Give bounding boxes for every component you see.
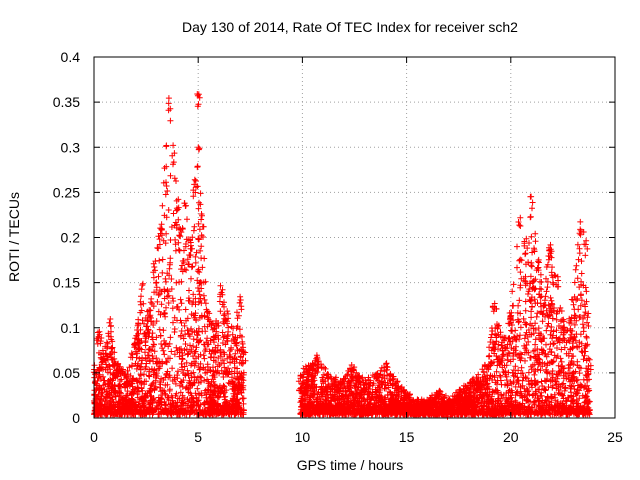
y-tick-label: 0.4 — [61, 49, 81, 65]
points-layer — [90, 91, 594, 420]
chart-title: Day 130 of 2014, Rate Of TEC Index for r… — [182, 19, 518, 35]
y-tick-label: 0.05 — [53, 365, 80, 381]
ticks-layer — [93, 56, 616, 419]
x-tick-label: 10 — [295, 429, 311, 445]
y-tick-label: 0.1 — [61, 320, 81, 336]
x-tick-label: 15 — [399, 429, 415, 445]
y-axis-label: ROTI / TECUs — [6, 192, 22, 282]
x-tick-label: 0 — [90, 429, 98, 445]
x-tick-label: 20 — [503, 429, 519, 445]
x-axis-label: GPS time / hours — [297, 457, 404, 473]
labels-layer: 0 5 10 15 20 25 0 0.05 0.1 0.15 0.2 0.25 0.3 0.35 0.4 — [53, 49, 623, 445]
x-tick-label: 5 — [194, 429, 202, 445]
roti-points-segment-1 — [90, 91, 249, 418]
y-tick-label: 0.35 — [53, 94, 80, 110]
y-tick-label: 0.15 — [53, 275, 80, 291]
y-tick-label: 0.3 — [61, 139, 81, 155]
y-tick-label: 0.25 — [53, 184, 80, 200]
y-tick-label: 0 — [72, 410, 80, 426]
grid-layer — [94, 57, 615, 418]
y-tick-label: 0.2 — [61, 230, 81, 246]
x-tick-label: 25 — [607, 429, 623, 445]
roti-points-segment-2 — [295, 193, 594, 420]
